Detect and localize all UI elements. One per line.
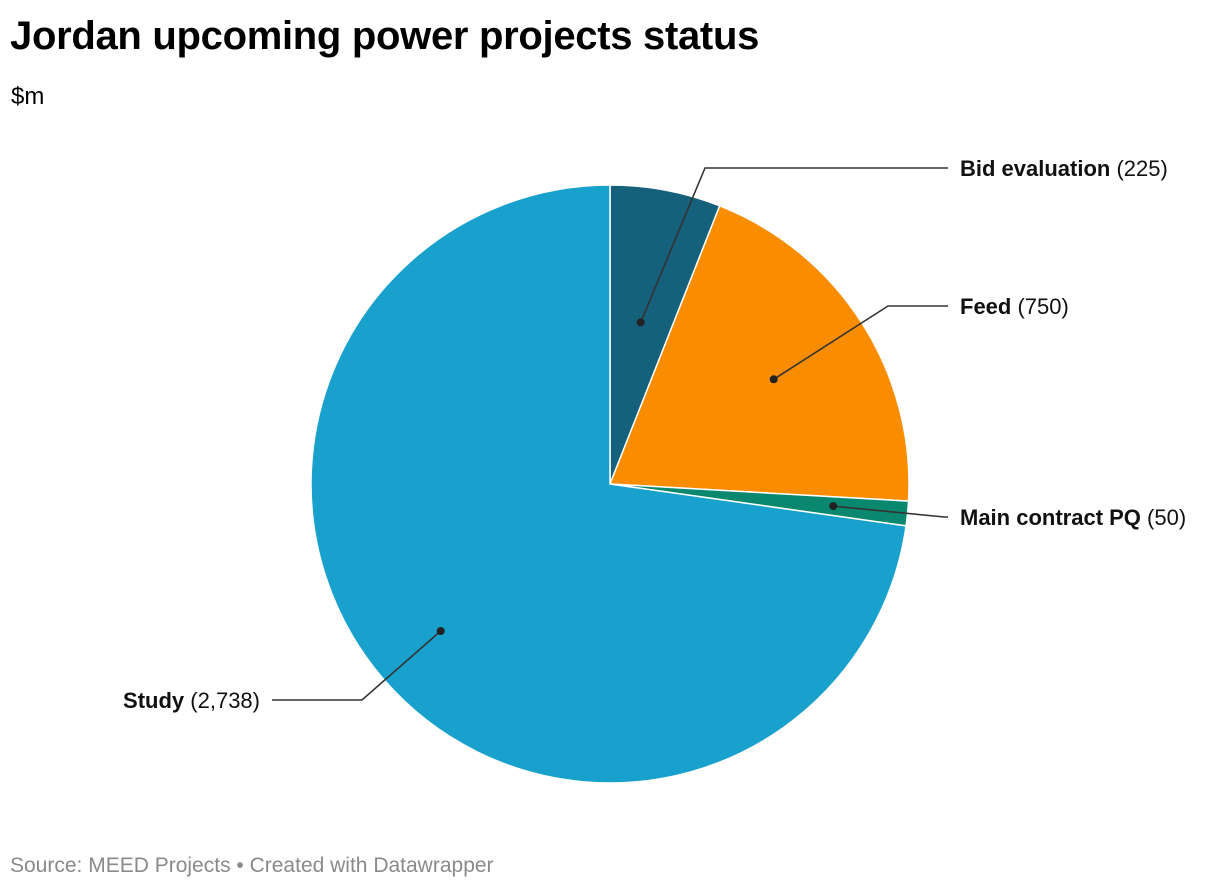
leader-dot-bid-evaluation [636,318,645,327]
leader-lines [272,167,948,701]
leader-line-feed [773,305,948,380]
leader-line-bid-evaluation [639,167,948,323]
slice-label-name: Study [123,688,185,713]
leader-dot-feed [769,375,778,384]
leader-dot-study [436,627,445,635]
slice-label-value: (2,738) [184,688,260,713]
slice-label-feed: Feed (750) [960,294,1069,319]
slice-label-study: Study (2,738) [123,688,260,713]
source-footer: Source: MEED Projects • Created with Dat… [10,854,494,877]
pie-slices [310,184,910,784]
slice-label-value: (750) [1011,294,1068,319]
slice-label-bid-evaluation: Bid evaluation (225) [960,156,1168,181]
leader-line-study [272,630,442,701]
chart-title: Jordan upcoming power projects status [10,14,760,58]
pie-chart: Bid evaluation (225) Feed (750) Main contr… [123,156,1186,784]
chart-subtitle: $m [11,83,45,110]
leader-line-main-contract-pq [833,505,948,518]
slice-label-value: (225) [1110,156,1167,181]
leader-dot-main-contract-pq [829,502,838,511]
slice-label-name: Feed [960,294,1011,319]
slice-labels: Bid evaluation (225) Feed (750) Main contr… [123,156,1186,713]
slice-label-value: (50) [1141,505,1186,530]
slice-label-main-contract-pq: Main contract PQ (50) [960,505,1186,530]
slice-label-name: Bid evaluation [960,156,1110,181]
slice-label-name: Main contract PQ [960,505,1141,530]
